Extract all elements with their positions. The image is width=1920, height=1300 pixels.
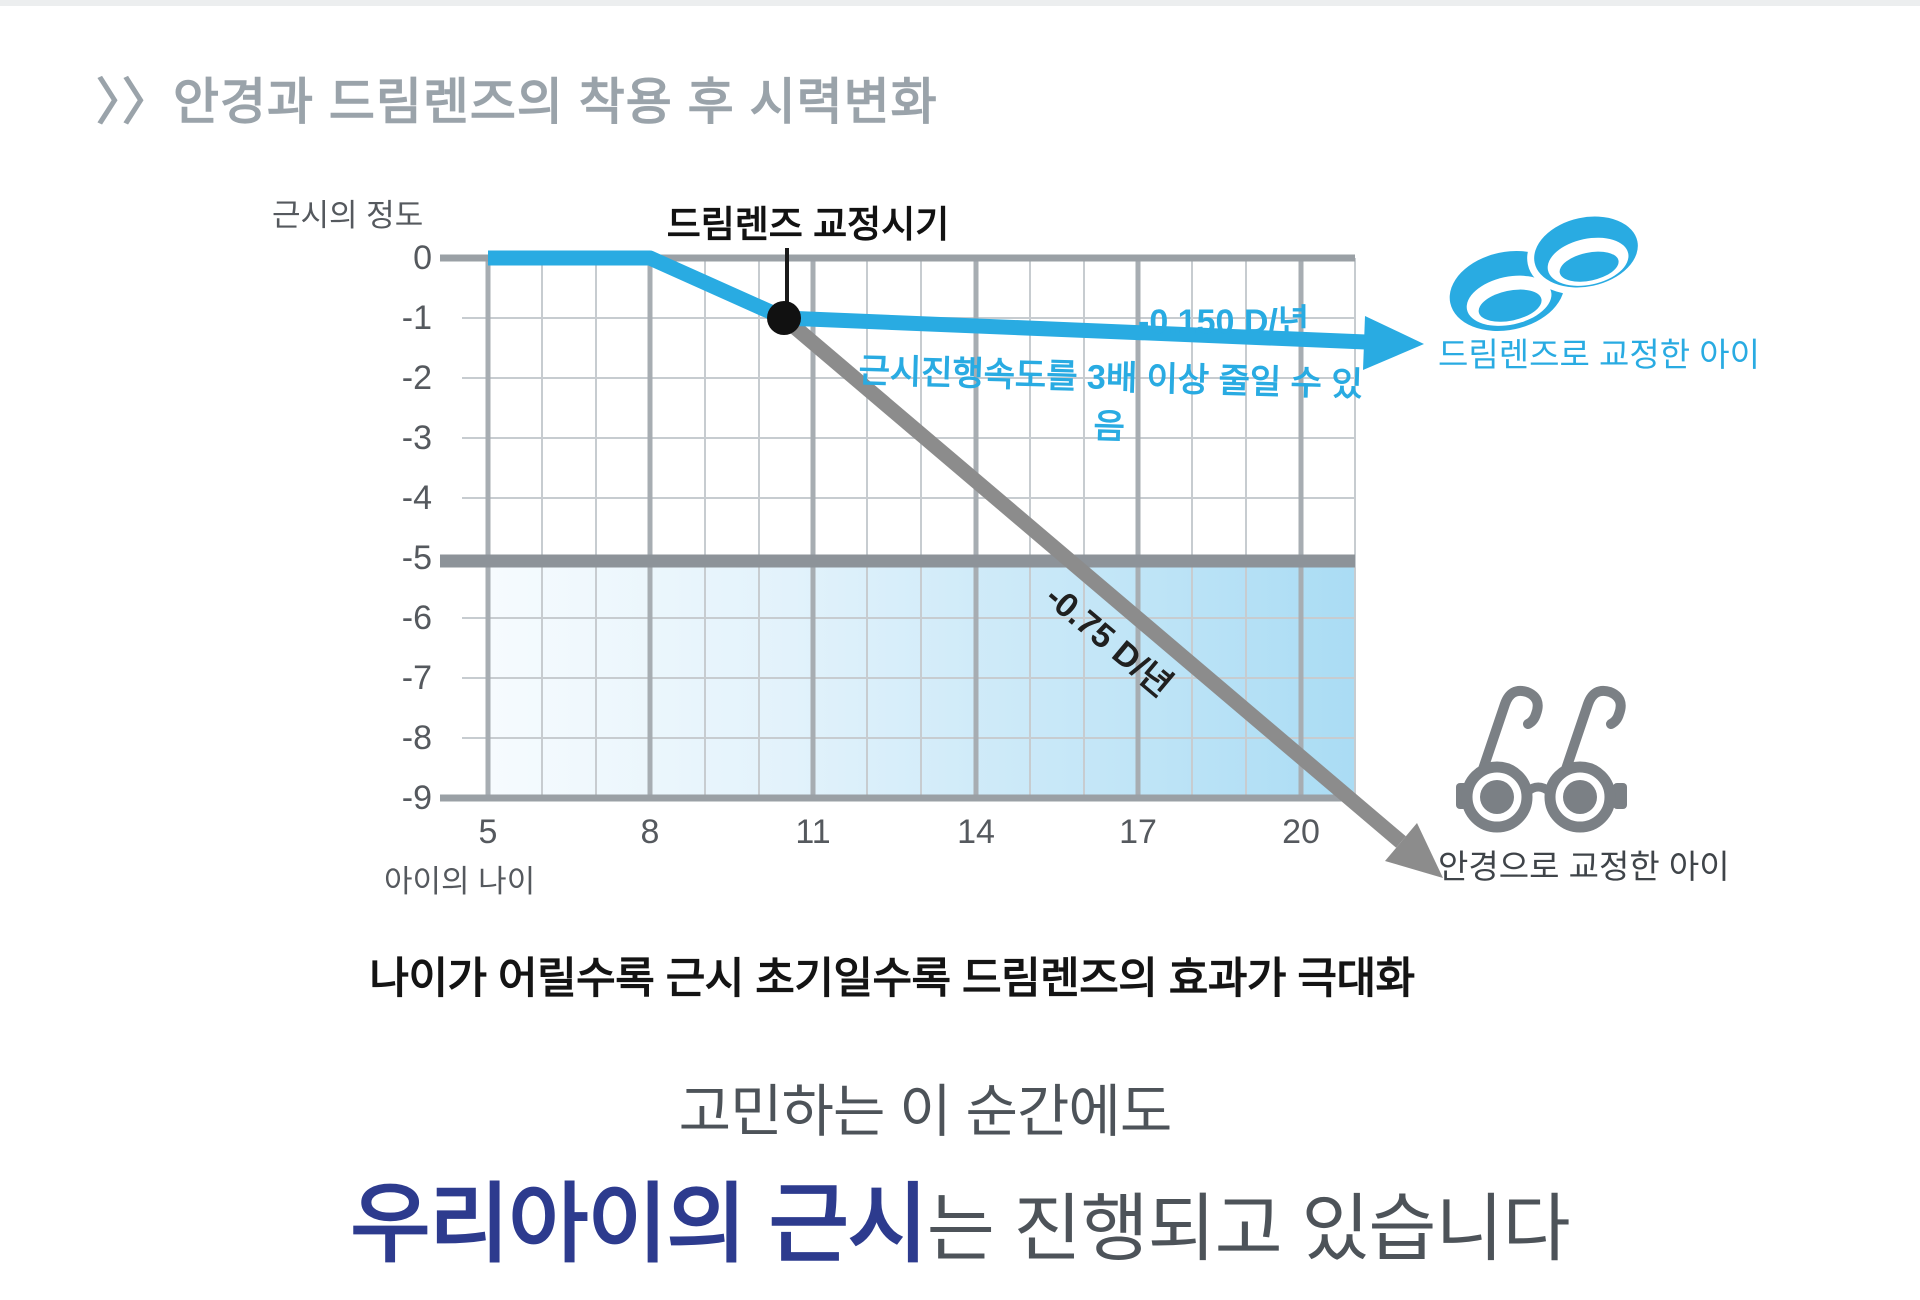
minor-gridlines: [462, 258, 1356, 798]
dream-lens-series-line: [488, 250, 1424, 370]
glasses-icon: [1456, 685, 1627, 833]
dream-lens-rate-label: -0.150 D/년: [1138, 303, 1310, 341]
y-tick-m8: -8: [401, 719, 432, 757]
contact-lens-icon: [1449, 209, 1645, 332]
x-axis-title: 아이의 나이: [384, 864, 536, 899]
x-tick-5: 5: [478, 813, 498, 851]
glasses-series-line: [779, 312, 1443, 878]
chart-caption: 나이가 어릴수록 근시 초기일수록 드림렌즈의 효과가 극대화: [369, 955, 1415, 1003]
top-border-strip: [0, 0, 1920, 6]
dream-lens-note: 근시진행속도를 3배 이상 줄일 수 있음: [858, 351, 1364, 447]
footer-line2: 우리아이의 근시는 진행되고 있습니다: [0, 1154, 1920, 1280]
x-tick-14: 14: [957, 813, 995, 851]
page-title: 〉〉안경과 드림렌즈의 착용 후 시력변화: [96, 74, 938, 130]
y-tick-m4: -4: [401, 479, 432, 517]
footer-line1: 고민하는 이 순간에도: [678, 1080, 1173, 1144]
footer-message: 고민하는 이 순간에도 우리아이의 근시는 진행되고 있습니다: [0, 1066, 1920, 1280]
y-tick-m2: -2: [401, 359, 432, 397]
x-tick-11: 11: [795, 813, 831, 851]
y-tick-m3: -3: [401, 419, 432, 457]
y-tick-0: 0: [413, 239, 432, 277]
correction-point-dot: [767, 301, 801, 335]
y-tick-m6: -6: [401, 599, 432, 637]
correction-time-annotation: 드림렌즈 교정시기: [666, 204, 950, 245]
y-tick-m5: -5: [401, 539, 432, 577]
y-tick-m1: -1: [401, 299, 432, 337]
legend-glasses: 안경으로 교정한 아이: [1438, 848, 1730, 885]
y-tick-m7: -7: [401, 659, 432, 697]
x-tick-20: 20: [1282, 813, 1320, 851]
x-tick-17: 17: [1119, 813, 1157, 851]
footer-rest-text: 는 진행되고 있습니다: [926, 1187, 1571, 1270]
legend-dream-lens: 드림렌즈로 교정한 아이: [1438, 336, 1760, 373]
x-tick-8: 8: [640, 813, 660, 851]
glasses-line-arrowhead: [1385, 823, 1443, 878]
footer-highlight-text: 우리아이의 근시: [350, 1176, 927, 1273]
y-tick-m9: -9: [401, 779, 432, 817]
y-axis-title: 근시의 정도: [272, 198, 424, 233]
dream-line-arrowhead: [1363, 316, 1424, 370]
